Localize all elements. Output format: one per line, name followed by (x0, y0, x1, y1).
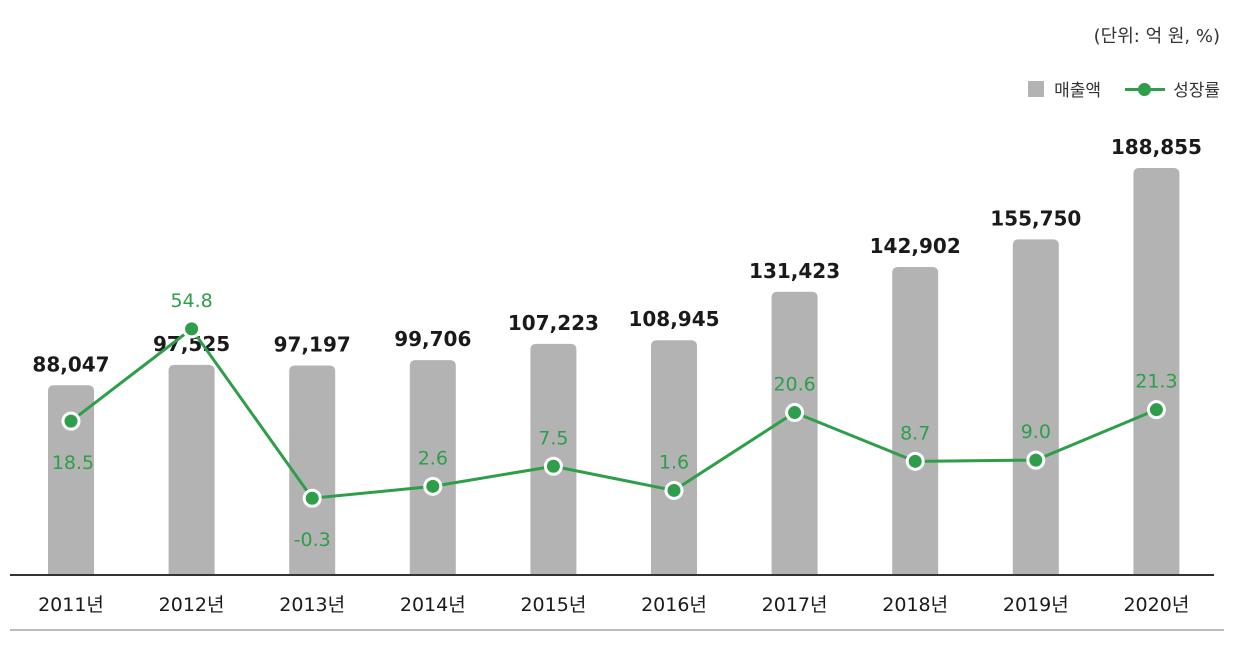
growth-value-label: 1.6 (659, 451, 689, 473)
growth-point (785, 403, 805, 423)
growth-value-label: 2.6 (418, 447, 448, 469)
bar-2019년 (1012, 239, 1059, 575)
x-tick-label: 2012년 (159, 594, 225, 616)
growth-point (905, 451, 925, 471)
growth-value-label: 9.0 (1021, 421, 1051, 443)
bar-2014년 (409, 360, 456, 575)
bar-value-label: 107,223 (508, 311, 599, 335)
unit-label: (단위: 억 원, %) (1093, 26, 1220, 47)
x-tick-label: 2011년 (38, 594, 104, 616)
x-tick-labels: 2011년 2012년 2013년 2014년 2015년 2016년 2017년 2018년… (38, 594, 1189, 616)
growth-value-label: 8.7 (900, 422, 930, 444)
legend-line-swatch (1125, 81, 1166, 97)
x-tick-label: 2017년 (762, 594, 828, 616)
growth-point (664, 480, 684, 500)
legend: 매출액 성장률 (1028, 76, 1220, 101)
legend-label-growth: 성장률 (1173, 81, 1220, 101)
growth-line (70, 326, 1157, 500)
growth-value-label: 54.8 (170, 290, 212, 312)
growth-value-labels: 18.5 54.8 -0.3 2.6 7.5 1.6 20.6 8.7 9.0 21.3 (52, 290, 1178, 551)
growth-value-label: 18.5 (52, 452, 94, 474)
growth-point (302, 488, 322, 508)
bar-2012년 (168, 364, 215, 575)
bar-value-label: 108,945 (628, 307, 719, 331)
growth-point (543, 456, 563, 476)
bar-2018년 (892, 267, 939, 575)
bar-value-label: 131,423 (749, 259, 840, 283)
x-tick-label: 2019년 (1003, 594, 1069, 616)
bar-value-label: 188,855 (1111, 135, 1202, 159)
growth-point (423, 476, 443, 496)
bar-2011년 (48, 385, 94, 575)
bar-value-label: 97,197 (274, 333, 351, 357)
growth-point (1146, 400, 1166, 420)
bar-2020년 (1133, 168, 1180, 575)
legend-bar-swatch (1028, 80, 1045, 97)
bar-value-label: 155,750 (990, 206, 1081, 230)
x-tick-label: 2015년 (520, 594, 586, 616)
x-tick-label: 2014년 (400, 594, 466, 616)
bar-value-label: 99,706 (394, 327, 471, 351)
x-tick-label: 2018년 (882, 594, 948, 616)
growth-value-label: 21.3 (1135, 371, 1177, 393)
x-tick-label: 2016년 (641, 594, 707, 616)
growth-point (1026, 450, 1046, 470)
x-tick-label: 2013년 (279, 594, 345, 616)
bar-2013년 (289, 365, 336, 575)
x-tick-label: 2020년 (1123, 594, 1189, 616)
bar-value-label: 88,047 (32, 352, 109, 376)
growth-value-label: -0.3 (294, 529, 331, 551)
bar-2017년 (771, 291, 818, 575)
bar-value-label: 142,902 (870, 234, 961, 258)
legend-label-sales: 매출액 (1054, 81, 1102, 101)
growth-point (182, 319, 202, 339)
growth-points (61, 319, 1166, 508)
growth-value-label: 7.5 (538, 427, 568, 449)
growth-point (61, 411, 81, 431)
bar-2016년 (651, 340, 697, 575)
growth-value-label: 20.6 (773, 374, 815, 396)
bar-series (48, 168, 1180, 575)
